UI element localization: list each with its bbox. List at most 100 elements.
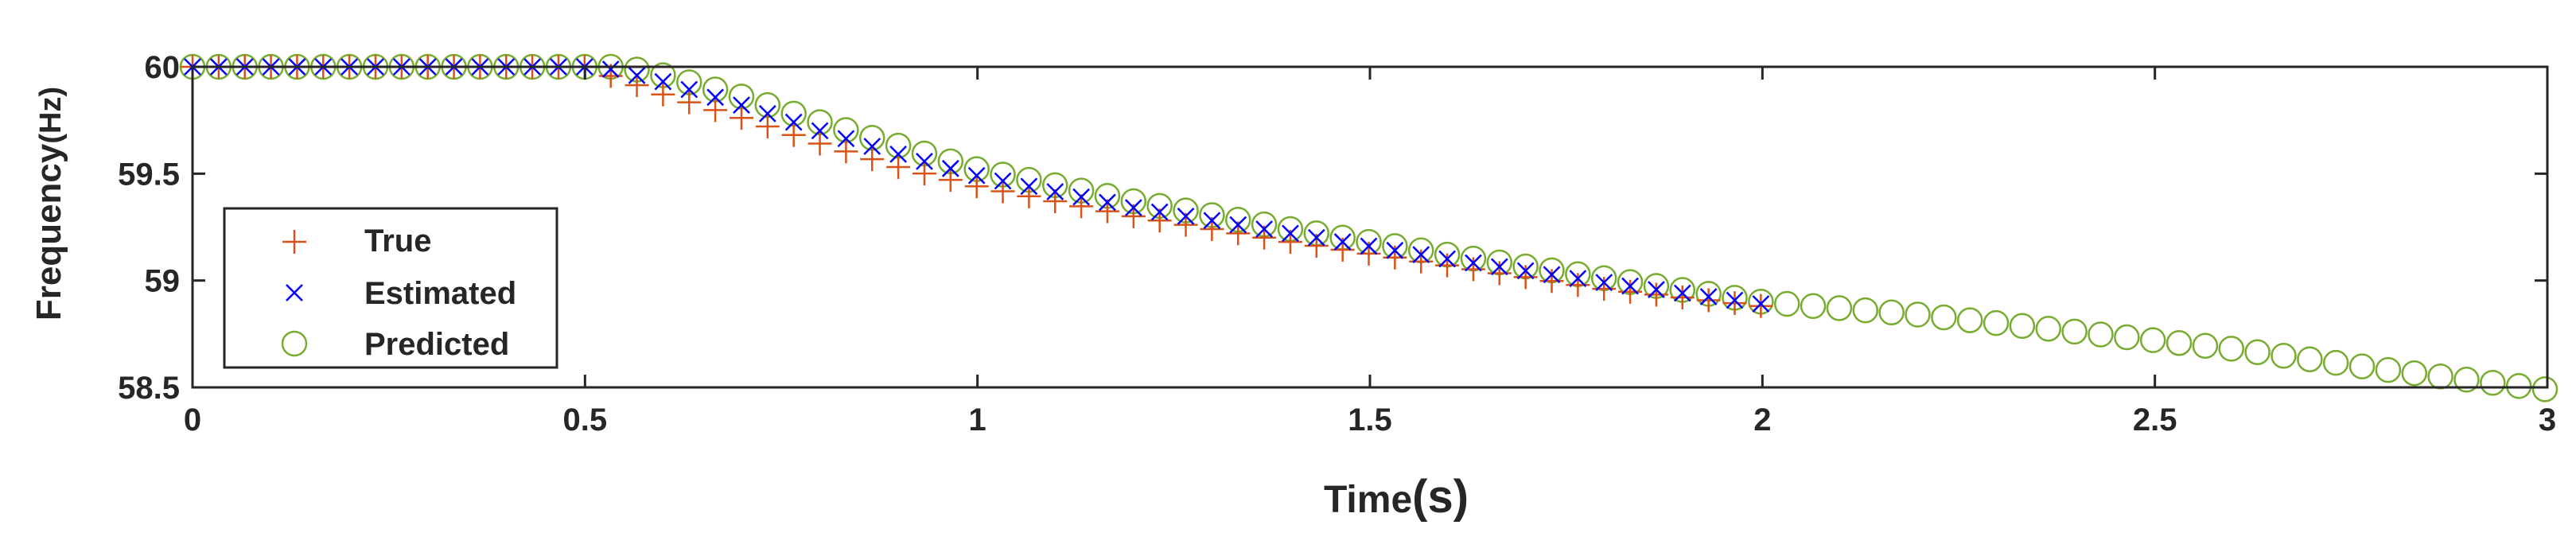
true-point [1696,288,1721,313]
true-point [1644,282,1668,307]
estimated-point [1020,177,1038,196]
estimated-point [1099,193,1116,212]
estimated-point [1516,262,1535,280]
x-tick-label: 0.5 [563,402,608,437]
predicted-point [2165,329,2193,356]
predicted-point [2088,321,2114,348]
predicted-point [1983,309,2010,336]
true-point [677,90,702,115]
estimated-point [1282,224,1299,243]
y-axis-label-main: Frequency [29,143,68,321]
predicted-point [2218,336,2245,362]
estimated-point [1412,246,1430,264]
predicted-point [2192,332,2219,360]
predicted-point [1800,293,1827,319]
predicted-point [2401,360,2428,387]
true-point [1566,273,1590,297]
predicted-point [2375,356,2402,383]
estimated-point [1621,277,1639,295]
estimated-point [680,80,698,99]
estimated-point [1177,207,1195,225]
estimated-point [1673,284,1691,302]
true-point [1539,269,1564,294]
true-point [703,98,728,122]
predicted-point [2348,353,2376,379]
x-axis-label-main: Time [1324,479,1412,521]
estimated-point [1203,212,1221,230]
true-point [1722,291,1747,316]
predicted-point [2480,370,2506,396]
predicted-point [1931,304,1957,331]
estimated-point [837,130,855,148]
predicted-point [1878,299,1905,326]
legend-marker-estimated [286,284,303,301]
estimated-point [1124,199,1142,216]
true-point [1435,253,1460,278]
legend-marker-true [282,230,306,254]
legend-box [223,207,558,369]
estimated-point [628,66,646,84]
estimated-point [654,72,672,91]
y-tick-label: 60 [145,50,181,85]
predicted-point [1826,295,1853,321]
y-tick-label: 59 [145,264,181,299]
estimated-point [1569,270,1587,288]
estimated-point [1465,254,1482,272]
true-point [781,122,806,147]
estimated-point [1046,183,1064,200]
predicted-point [1773,290,1800,317]
estimated-point [1595,274,1613,291]
predicted-point [2505,373,2532,399]
predicted-point [2297,346,2323,372]
x-tick-label: 2 [1753,402,1771,437]
estimated-point [1752,295,1770,313]
x-axis-label-unit: (s) [1412,471,1469,523]
estimated-point [758,104,776,122]
true-point [625,73,649,98]
predicted-point [2271,342,2297,369]
true-point [834,139,858,164]
true-point [1487,261,1512,286]
predicted-point [2035,316,2062,342]
true-point [651,82,675,107]
true-point [860,147,885,172]
estimated-point [1072,188,1090,206]
estimated-point [916,152,933,170]
true-point [729,106,753,130]
estimated-point [1150,203,1169,221]
true-point [807,131,832,156]
estimated-point [1307,228,1325,247]
predicted-point [2453,366,2480,393]
estimated-point [1490,258,1508,276]
estimated-point [889,146,907,163]
legend: True Estimated Predicted [223,207,558,369]
x-tick-label: 3 [2539,402,2556,437]
true-point [1670,285,1695,309]
estimated-point [994,172,1012,190]
estimated-point [601,60,620,78]
estimated-point [1438,250,1456,268]
estimated-point [1333,233,1352,251]
y-axis-label: Frequency(Hz) [29,87,68,321]
estimated-point [706,88,725,107]
y-axis-label-unit: (Hz) [34,87,68,144]
predicted-point [2244,339,2271,366]
true-point [1513,265,1538,290]
predicted-point [2139,327,2166,353]
legend-label-true: True [364,224,431,259]
true-point [1017,184,1041,208]
estimated-point [1726,291,1744,309]
predicted-point [2322,349,2349,376]
predicted-point [2427,363,2453,390]
predicted-point [2061,318,2088,345]
y-tick-label: 58.5 [118,371,180,406]
legend-marker-predicted [281,330,308,357]
true-point [1043,189,1068,214]
predicted-point [2114,324,2140,351]
y-tick-label: 59.5 [118,157,180,192]
true-point [886,155,911,180]
estimated-point [1543,266,1561,284]
legend-label-estimated: Estimated [364,276,516,311]
estimated-point [941,159,959,177]
